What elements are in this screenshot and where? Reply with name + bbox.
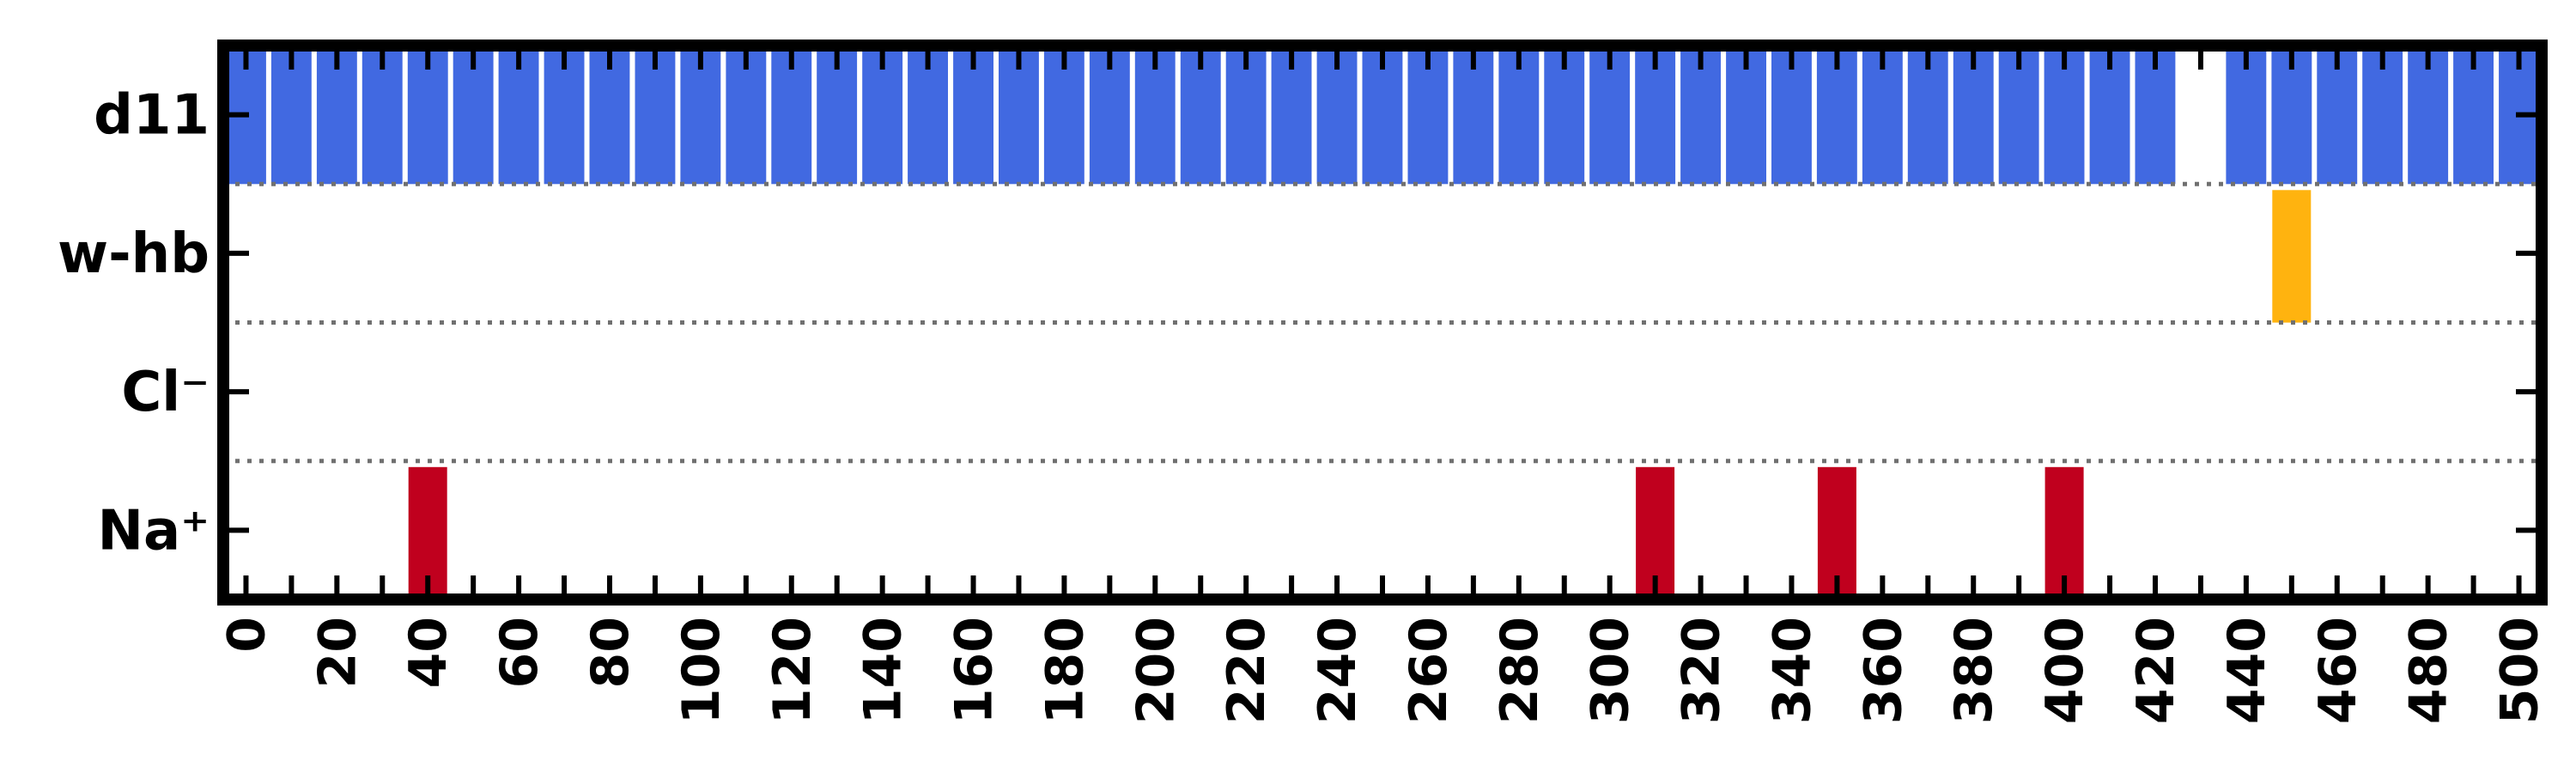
- x-tick-label: 400: [2035, 617, 2095, 724]
- bar-row0-290: [1544, 52, 1585, 185]
- y-tick-label: d11: [94, 84, 210, 148]
- bar-row0-180: [1043, 52, 1084, 185]
- bar-row0-100: [680, 52, 721, 185]
- bar-row0-410: [2089, 52, 2130, 185]
- bar-row0-60: [498, 52, 539, 185]
- x-tick-label: 40: [398, 617, 459, 689]
- bar-row0-80: [589, 52, 630, 185]
- bar-row0-260: [1407, 52, 1449, 185]
- bar-row0-30: [361, 52, 403, 185]
- x-tick-label: 60: [489, 617, 550, 689]
- x-tick-label: 280: [1490, 617, 1550, 724]
- plot-frame: [217, 40, 2548, 606]
- bar-row0-360: [1862, 52, 1903, 185]
- x-tick-label: 220: [1217, 617, 1277, 724]
- bar-row0-470: [2362, 52, 2403, 185]
- x-tick-label: 20: [307, 617, 368, 689]
- x-tick-label: 180: [1035, 617, 1095, 724]
- bar-row1-450: [2272, 190, 2312, 323]
- bar-row0-480: [2408, 52, 2449, 185]
- bar-row0-330: [1726, 52, 1766, 185]
- bar-row0-110: [726, 52, 767, 185]
- x-tick-label: 140: [854, 617, 914, 724]
- x-tick-label: 500: [2490, 617, 2550, 724]
- bar-row0-40: [407, 52, 448, 185]
- bar-row0-400: [2044, 52, 2085, 185]
- y-tick-labels: d11 w-hb Cl⁻ Na⁺: [58, 84, 210, 563]
- x-tick-label: 260: [1399, 617, 1459, 724]
- x-tick-label: 460: [2308, 617, 2368, 724]
- bar-row0-190: [1089, 52, 1130, 185]
- bar-row0-370: [1907, 52, 1948, 185]
- x-tick-label: 360: [1853, 617, 1913, 724]
- y-tick-label: w-hb: [58, 222, 210, 286]
- bar-row0-160: [953, 52, 993, 185]
- x-tick-label: 340: [1763, 617, 1823, 724]
- x-tick-label: 480: [2399, 617, 2459, 724]
- y-tick-label: Cl⁻: [121, 361, 210, 424]
- bar-row0-90: [635, 52, 676, 185]
- x-tick-label: 100: [671, 617, 732, 724]
- x-tick-label: 320: [1672, 617, 1732, 724]
- bar-row0-350: [1816, 52, 1857, 185]
- x-tick-label: 380: [1944, 617, 2004, 724]
- x-tick-label: 240: [1308, 617, 1368, 724]
- x-tick-label: 80: [580, 617, 641, 689]
- bar-row0-170: [999, 52, 1039, 185]
- bar-row0-440: [2226, 52, 2267, 185]
- bar-row0-340: [1771, 52, 1812, 185]
- bar-row0-320: [1680, 52, 1721, 185]
- bar-row0-0: [226, 52, 266, 185]
- x-tick-label: 440: [2217, 617, 2277, 724]
- bar-row0-460: [2317, 52, 2358, 185]
- bar-row0-50: [453, 52, 494, 185]
- bar-row0-200: [1134, 52, 1176, 185]
- bar-row0-390: [1998, 52, 2039, 185]
- x-tick-label: 160: [945, 617, 1005, 724]
- bars-layer: [226, 52, 2539, 600]
- bar-row0-120: [771, 52, 812, 185]
- bar-row0-20: [316, 52, 357, 185]
- x-tick-label: 300: [1581, 617, 1641, 724]
- bar-row0-500: [2499, 52, 2539, 185]
- bar-row0-130: [817, 52, 858, 185]
- y-tick-label: Na⁺: [97, 499, 210, 563]
- bar-row0-140: [862, 52, 903, 185]
- bar-row0-70: [544, 52, 585, 185]
- bar-row0-240: [1316, 52, 1358, 185]
- x-tick-label: 200: [1126, 617, 1186, 724]
- bar-row0-300: [1589, 52, 1631, 185]
- bar-row0-420: [2135, 52, 2176, 185]
- x-tick-label: 420: [2126, 617, 2186, 724]
- bar-row0-380: [1953, 52, 1994, 185]
- bar-row0-310: [1635, 52, 1676, 185]
- bar-row0-10: [270, 52, 312, 185]
- bar-row0-220: [1225, 52, 1267, 185]
- x-tick-label: 120: [762, 617, 823, 724]
- x-tick-labels: 0 20 40 60 80 100 120 140 160 180 200 220 240 260 280 3…: [217, 617, 2550, 724]
- bar-row0-450: [2271, 52, 2312, 185]
- bar-row0-270: [1453, 52, 1494, 185]
- bar-row0-250: [1362, 52, 1403, 185]
- x-tick-label: 0: [217, 617, 277, 653]
- bar-row0-230: [1271, 52, 1312, 185]
- bar-row0-210: [1180, 52, 1221, 185]
- bar-row0-280: [1498, 52, 1540, 185]
- row-separators: [223, 181, 2542, 464]
- bar-row0-150: [908, 52, 948, 185]
- bar-row0-490: [2453, 52, 2494, 185]
